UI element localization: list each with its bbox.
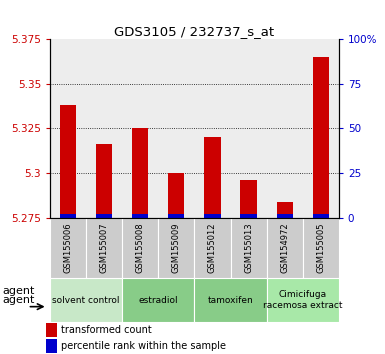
Text: GSM154972: GSM154972 — [280, 223, 289, 273]
Text: GSM155006: GSM155006 — [64, 223, 73, 273]
Bar — [132, 215, 148, 218]
Bar — [241, 215, 257, 218]
Bar — [96, 144, 112, 218]
Text: GSM155009: GSM155009 — [172, 223, 181, 273]
Bar — [204, 137, 221, 218]
Bar — [168, 215, 184, 218]
Bar — [50, 218, 86, 278]
Bar — [194, 39, 231, 218]
Bar — [168, 173, 184, 218]
Bar — [132, 128, 148, 218]
Bar — [194, 278, 266, 322]
Text: percentile rank within the sample: percentile rank within the sample — [61, 341, 226, 351]
Text: agent: agent — [3, 286, 35, 296]
Bar — [122, 218, 158, 278]
Bar — [276, 202, 293, 218]
Bar — [60, 105, 76, 218]
Bar — [231, 218, 266, 278]
Bar — [241, 180, 257, 218]
Text: Cimicifuga
racemosa extract: Cimicifuga racemosa extract — [263, 290, 342, 310]
Bar — [96, 215, 112, 218]
Bar — [86, 39, 122, 218]
Bar — [204, 215, 221, 218]
Bar — [50, 39, 86, 218]
Text: tamoxifen: tamoxifen — [208, 296, 253, 304]
Bar — [303, 39, 339, 218]
Bar — [46, 339, 57, 353]
Bar — [231, 39, 266, 218]
Bar — [60, 215, 76, 218]
Bar — [122, 278, 194, 322]
Text: GSM155012: GSM155012 — [208, 223, 217, 273]
Text: GSM155013: GSM155013 — [244, 223, 253, 273]
Bar — [86, 218, 122, 278]
Bar — [50, 278, 122, 322]
Text: transformed count: transformed count — [61, 325, 152, 335]
Bar — [266, 39, 303, 218]
Text: GSM155008: GSM155008 — [136, 223, 145, 273]
Bar — [194, 218, 231, 278]
Bar — [158, 39, 194, 218]
Text: GSM155007: GSM155007 — [100, 223, 109, 273]
Text: GSM155005: GSM155005 — [316, 223, 325, 273]
Bar — [266, 278, 339, 322]
Text: solvent control: solvent control — [52, 296, 120, 304]
Bar — [158, 218, 194, 278]
Bar — [46, 323, 57, 337]
Bar — [313, 57, 329, 218]
Text: estradiol: estradiol — [139, 296, 178, 304]
Text: agent: agent — [2, 295, 34, 305]
Bar — [303, 218, 339, 278]
Bar — [276, 215, 293, 218]
Title: GDS3105 / 232737_s_at: GDS3105 / 232737_s_at — [114, 25, 275, 38]
Bar — [122, 39, 158, 218]
Bar — [266, 218, 303, 278]
Bar — [313, 215, 329, 218]
